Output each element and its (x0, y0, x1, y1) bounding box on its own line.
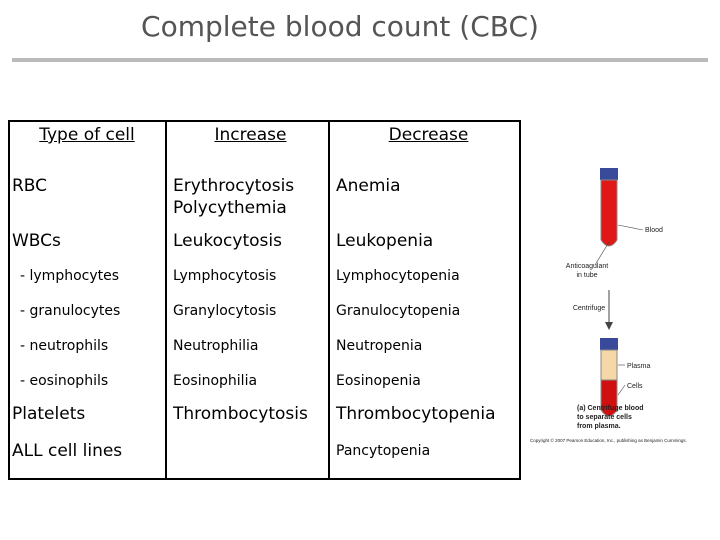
table-cell: Type of cell (39, 125, 135, 145)
tube-cap (600, 338, 618, 350)
table-cell: Pancytopenia (336, 443, 431, 459)
table-cell: WBCs (12, 231, 61, 251)
table-cell: Decrease (388, 125, 469, 145)
tube-cap (600, 168, 618, 180)
cbc-table: Type of cell Increase Decrease RBC Erythrocy… (8, 120, 521, 480)
table-cell: Eosinophilia (173, 373, 258, 389)
table-cell: Polycythemia (173, 198, 287, 218)
table-cell: Thrombocytopenia (336, 404, 496, 424)
figure-caption: from plasma. (577, 423, 621, 430)
column-divider (328, 122, 330, 478)
table-cell: Neutropenia (336, 338, 423, 354)
table-cell: - neutrophils (20, 338, 109, 354)
figure-label: Cells (627, 383, 643, 390)
table-cell: Anemia (336, 176, 401, 196)
table-cell: Thrombocytosis (173, 404, 308, 424)
table-cell: - granulocytes (20, 303, 121, 319)
table-cell: Platelets (12, 404, 86, 424)
table-cell: Neutrophilia (173, 338, 259, 354)
table-cell: Granylocytosis (173, 303, 277, 319)
figure-caption: (a) Centrifuge blood (577, 405, 644, 412)
figure-caption: to separate cells (577, 414, 632, 421)
table-cell: Eosinopenia (336, 373, 421, 389)
column-divider (165, 122, 167, 478)
table-cell: Lymphocytosis (173, 268, 277, 284)
cells-layer (600, 379, 618, 417)
centrifuge-figure: Blood Anticoagulant in tube Centrifuge P… (530, 168, 687, 443)
table-cell: Leukopenia (336, 231, 434, 251)
figure-label: Blood (645, 227, 663, 234)
title-rule (12, 58, 708, 62)
copyright: Copyright © 2007 Pearson Education, Inc.… (530, 437, 687, 443)
table-cell: Granulocytopenia (336, 303, 461, 319)
table-cell: Erythrocytosis (173, 176, 295, 196)
figure-label: Centrifuge (573, 305, 605, 312)
table-cell: RBC (12, 176, 48, 196)
blood-tube (600, 179, 618, 247)
figure-label: in tube (576, 272, 597, 279)
plasma-layer (600, 349, 618, 381)
table-cell: - eosinophils (20, 373, 109, 389)
slide-title: Complete blood count (CBC) (141, 10, 539, 43)
figure-label: Anticoagulant (566, 263, 608, 270)
table-cell: Increase (214, 125, 287, 145)
table-cell: ALL cell lines (12, 441, 123, 461)
table-cell: Leukocytosis (173, 231, 282, 251)
table-cell: Lymphocytopenia (336, 268, 460, 284)
figure-label: Plasma (627, 363, 650, 370)
table-cell: - lymphocytes (20, 268, 120, 284)
